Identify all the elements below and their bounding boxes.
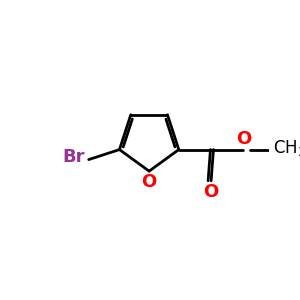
Text: O: O xyxy=(203,183,219,201)
Text: O: O xyxy=(142,173,157,191)
Text: Br: Br xyxy=(63,148,85,166)
Text: O: O xyxy=(236,130,251,148)
Text: CH$_3$: CH$_3$ xyxy=(274,138,300,158)
